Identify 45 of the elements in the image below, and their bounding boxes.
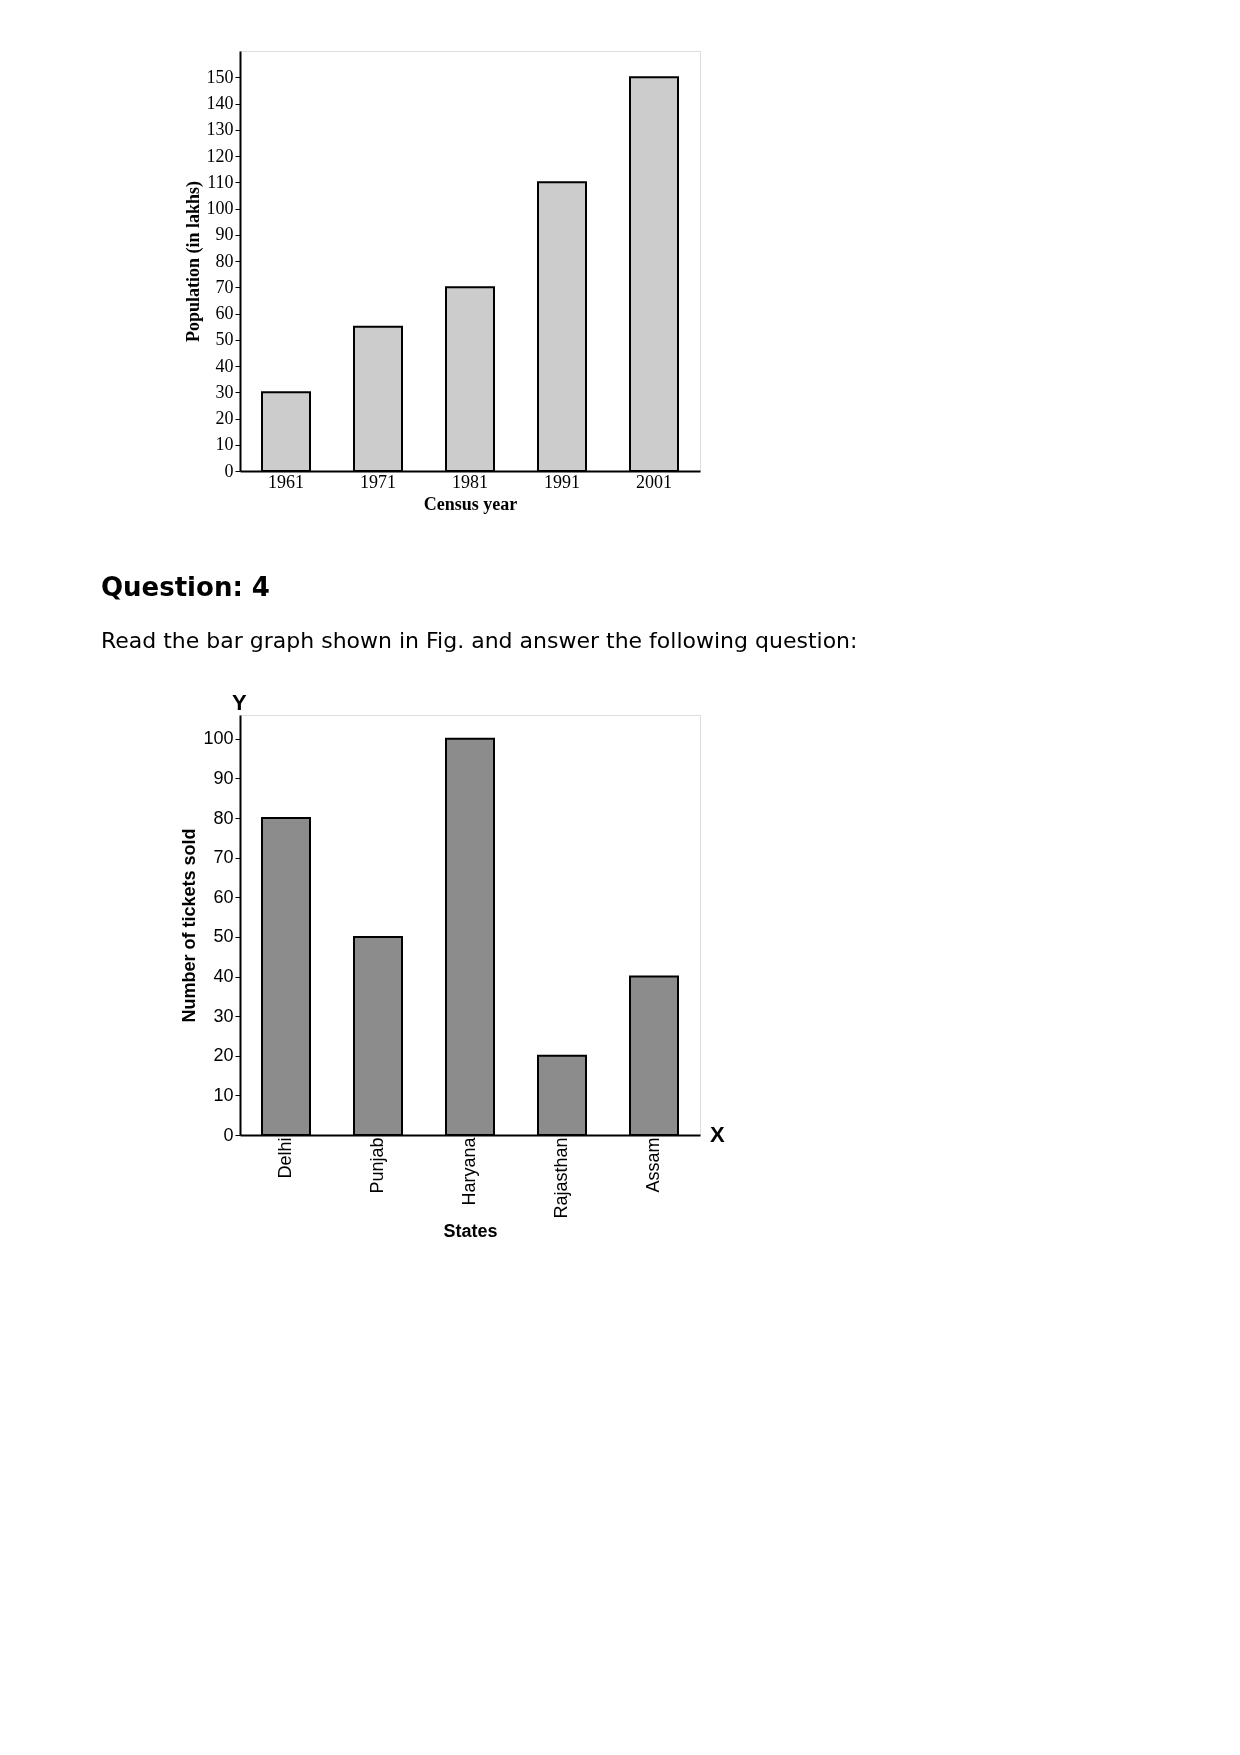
y-axis-title: Number of tickets sold (179, 828, 200, 1023)
y-tick-label: 10 (215, 434, 234, 455)
y-tick-label: 30 (215, 381, 234, 402)
y-tick-label: 80 (213, 807, 234, 828)
y-tick-label: 70 (213, 847, 234, 868)
x-tick-label: 1971 (360, 471, 396, 492)
x-tick-label: 1961 (268, 471, 304, 492)
x-tick-label: Assam (643, 1137, 663, 1193)
x-axis-title: States (443, 1220, 498, 1241)
y-tick-label: 0 (223, 1124, 234, 1145)
y-tick-label: 90 (215, 224, 234, 245)
chart-title: Question: 4 (100, 572, 270, 602)
y-tick-label: 140 (206, 93, 234, 113)
y-tick-label: 70 (215, 276, 234, 297)
y-tick-label: 120 (206, 145, 234, 166)
y-tick-label: 40 (213, 966, 234, 987)
text: Y (232, 690, 247, 715)
y-tick-label: 0 (224, 460, 234, 481)
y-tick-label: 110 (207, 171, 234, 192)
x-tick-label: 1991 (544, 471, 580, 492)
y-tick-label: 60 (213, 886, 234, 907)
x-tick-label: 1981 (452, 471, 488, 492)
y-tick-label: 30 (213, 1005, 234, 1026)
y-tick-label: 130 (206, 119, 234, 140)
y-tick-label: 60 (215, 303, 234, 323)
y-tick-label: 90 (213, 767, 234, 788)
y-tick-label: 40 (215, 355, 234, 376)
chart-subtitle: Read the bar graph shown in Fig. and answer the following question: (100, 628, 858, 653)
y-tick-label: 20 (215, 408, 234, 428)
y-tick-label: 150 (206, 66, 234, 87)
y-tick-label: 10 (213, 1084, 234, 1105)
y-tick-label: 50 (213, 926, 234, 947)
y-tick-label: 80 (215, 250, 234, 271)
x-tick-label: Delhi (275, 1137, 295, 1179)
x-tick-label: Haryana (459, 1136, 479, 1206)
x-tick-label: Punjab (367, 1137, 387, 1194)
y-tick-label: 50 (215, 329, 234, 350)
text: X (710, 1122, 725, 1147)
x-tick-label: Rajasthan (551, 1137, 571, 1219)
y-tick-label: 100 (203, 728, 234, 749)
y-tick-label: 100 (206, 198, 234, 218)
y-axis-title: Population (in lakhs) (182, 180, 204, 343)
x-tick-label: 2001 (636, 471, 672, 492)
x-axis-title: Census year (423, 493, 518, 514)
y-tick-label: 20 (213, 1045, 234, 1066)
